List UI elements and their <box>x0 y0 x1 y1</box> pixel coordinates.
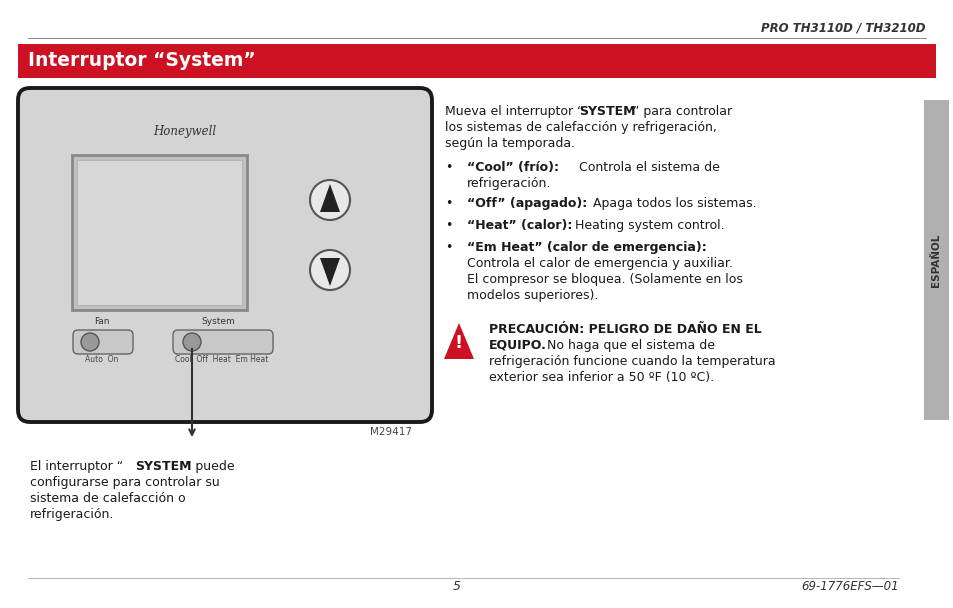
Text: exterior sea inferior a 50 ºF (10 ºC).: exterior sea inferior a 50 ºF (10 ºC). <box>489 371 714 384</box>
Circle shape <box>81 333 99 351</box>
Text: ” puede: ” puede <box>185 460 234 473</box>
FancyBboxPatch shape <box>18 44 935 78</box>
Text: según la temporada.: según la temporada. <box>444 137 575 150</box>
Text: M29417: M29417 <box>370 427 412 437</box>
Text: “Em Heat” (calor de emergencia):: “Em Heat” (calor de emergencia): <box>467 241 706 254</box>
Text: refrigeración.: refrigeración. <box>30 508 114 521</box>
Circle shape <box>310 180 350 220</box>
Text: EQUIPO.: EQUIPO. <box>489 339 546 352</box>
Text: Interruptor “System”: Interruptor “System” <box>28 52 255 71</box>
Text: System: System <box>201 317 234 325</box>
Text: ” para controlar: ” para controlar <box>633 105 731 118</box>
Text: “Cool” (frío):: “Cool” (frío): <box>467 161 558 174</box>
Text: No haga que el sistema de: No haga que el sistema de <box>542 339 714 352</box>
Text: refrigeración.: refrigeración. <box>467 177 551 190</box>
Text: ESPAÑOL: ESPAÑOL <box>930 233 940 287</box>
Text: Mueva el interruptor “: Mueva el interruptor “ <box>444 105 583 118</box>
Text: •: • <box>444 219 452 232</box>
FancyBboxPatch shape <box>172 330 273 354</box>
Text: 5: 5 <box>453 579 460 593</box>
Circle shape <box>183 333 201 351</box>
Text: Honeywell: Honeywell <box>153 125 216 139</box>
Text: sistema de calefacción o: sistema de calefacción o <box>30 492 186 505</box>
FancyBboxPatch shape <box>77 160 242 305</box>
Circle shape <box>310 250 350 290</box>
Text: Controla el sistema de: Controla el sistema de <box>575 161 720 174</box>
Text: refrigeración funcione cuando la temperatura: refrigeración funcione cuando la tempera… <box>489 355 775 368</box>
Text: SYSTEM: SYSTEM <box>135 460 192 473</box>
Text: “Off” (apagado):: “Off” (apagado): <box>467 197 587 210</box>
Text: El compresor se bloquea. (Solamente en los: El compresor se bloquea. (Solamente en l… <box>467 273 742 286</box>
Text: SYSTEM: SYSTEM <box>578 105 635 118</box>
FancyBboxPatch shape <box>73 330 132 354</box>
Text: PRECAUCIÓN: PELIGRO DE DAÑO EN EL: PRECAUCIÓN: PELIGRO DE DAÑO EN EL <box>489 323 760 336</box>
Text: •: • <box>444 161 452 174</box>
Polygon shape <box>319 184 339 212</box>
Text: 69-1776EFS—01: 69-1776EFS—01 <box>801 579 898 593</box>
Text: “Heat” (calor):: “Heat” (calor): <box>467 219 572 232</box>
Polygon shape <box>319 258 339 286</box>
Text: Apaga todos los sistemas.: Apaga todos los sistemas. <box>588 197 756 210</box>
Polygon shape <box>443 323 474 359</box>
Text: Fan: Fan <box>94 317 110 325</box>
Text: Heating system control.: Heating system control. <box>571 219 724 232</box>
FancyBboxPatch shape <box>18 88 432 422</box>
FancyBboxPatch shape <box>923 100 948 420</box>
FancyBboxPatch shape <box>71 155 247 310</box>
Text: Auto  On: Auto On <box>85 354 118 364</box>
Text: modelos superiores).: modelos superiores). <box>467 289 598 302</box>
Text: configurarse para controlar su: configurarse para controlar su <box>30 476 219 489</box>
Text: !: ! <box>455 334 462 352</box>
Text: Cool  Off  Heat  Em Heat: Cool Off Heat Em Heat <box>175 354 269 364</box>
Text: los sistemas de calefacción y refrigeración,: los sistemas de calefacción y refrigerac… <box>444 121 716 134</box>
Text: •: • <box>444 197 452 210</box>
Text: •: • <box>444 241 452 254</box>
Text: El interruptor “: El interruptor “ <box>30 460 123 473</box>
Text: Controla el calor de emergencia y auxiliar.: Controla el calor de emergencia y auxili… <box>467 257 732 270</box>
Text: PRO TH3110D / TH3210D: PRO TH3110D / TH3210D <box>760 21 925 35</box>
